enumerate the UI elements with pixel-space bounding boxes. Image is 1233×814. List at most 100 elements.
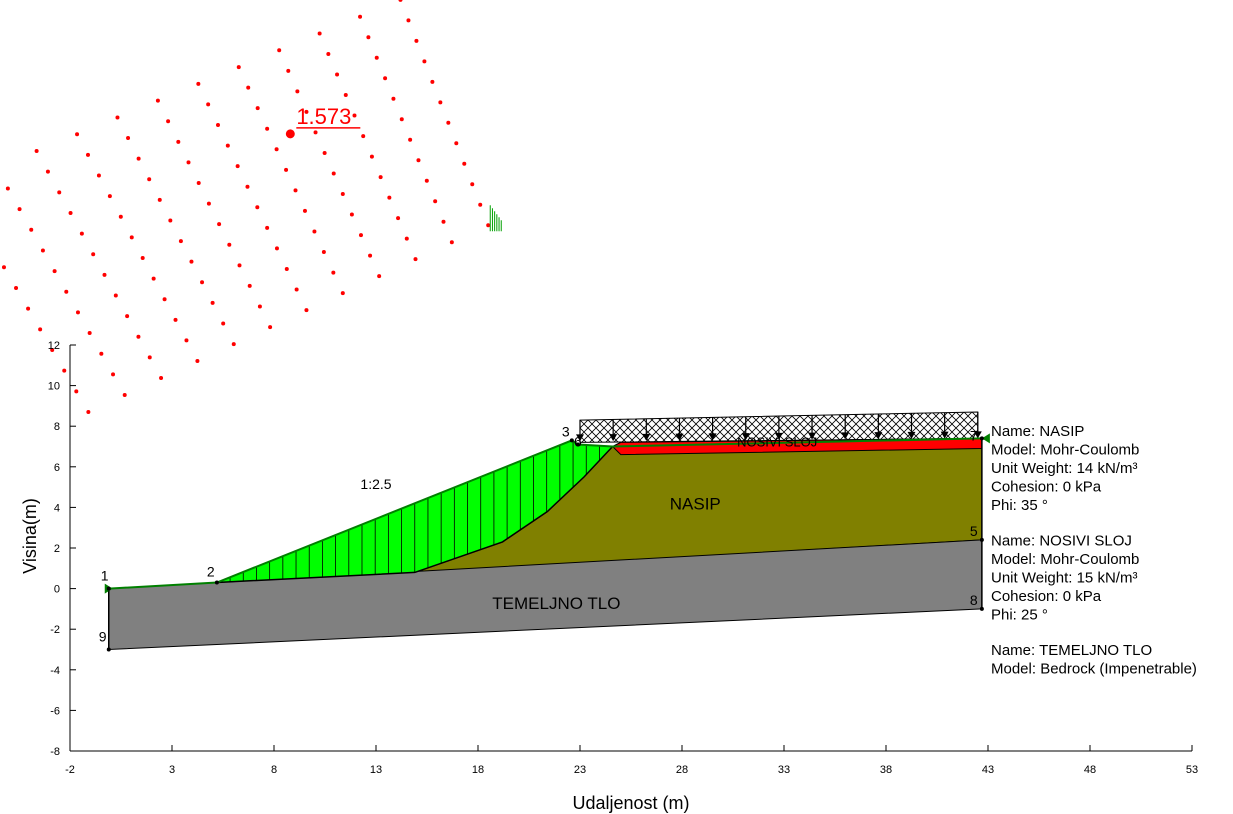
slope-ratio-label: 1:2.5 <box>360 476 391 492</box>
slip-center-grid: 1.573 <box>0 0 501 414</box>
x-tick-label: 8 <box>271 764 277 776</box>
x-tick-label: 43 <box>982 764 994 776</box>
grid-point <box>119 215 123 219</box>
y-tick-label: 6 <box>54 462 60 474</box>
grid-point <box>200 280 204 284</box>
grid-point <box>156 99 160 103</box>
vertex-label-9: 9 <box>99 629 107 645</box>
grid-point <box>314 130 318 134</box>
grid-point <box>237 65 241 69</box>
grid-point <box>114 293 118 297</box>
x-tick-label: 13 <box>370 764 382 776</box>
grid-point <box>414 257 418 261</box>
x-tick-label: -2 <box>65 764 75 776</box>
grid-point <box>136 335 140 339</box>
grid-point <box>341 192 345 196</box>
grid-point <box>29 228 33 232</box>
grid-point <box>332 171 336 175</box>
grid-point <box>405 237 409 241</box>
grid-point <box>166 119 170 123</box>
grid-point <box>478 203 482 207</box>
grid-point <box>433 199 437 203</box>
grid-point <box>430 80 434 84</box>
grid-point <box>176 140 180 144</box>
grid-point <box>159 376 163 380</box>
grid-point <box>294 188 298 192</box>
y-tick-label: 8 <box>54 421 60 433</box>
grid-point <box>184 338 188 342</box>
vertex-point <box>980 607 984 611</box>
grid-point <box>80 232 84 236</box>
x-tick-label: 48 <box>1084 764 1096 776</box>
grid-point <box>148 355 152 359</box>
grid-point <box>416 158 420 162</box>
grid-point <box>366 35 370 39</box>
grid-point <box>442 220 446 224</box>
x-tick-label: 3 <box>169 764 175 776</box>
grid-point <box>368 254 372 258</box>
grid-point <box>57 190 61 194</box>
grid-point <box>400 117 404 121</box>
vertex-label-8: 8 <box>970 592 978 608</box>
grid-point <box>383 76 387 80</box>
grid-point <box>470 182 474 186</box>
grid-point <box>341 291 345 295</box>
grid-point <box>125 314 129 318</box>
grid-point <box>248 284 252 288</box>
grid-point <box>304 308 308 312</box>
grid-point <box>123 393 127 397</box>
grid-point <box>379 175 383 179</box>
x-tick-label: 23 <box>574 764 586 776</box>
y-tick-label: 10 <box>48 381 60 393</box>
x-tick-label: 53 <box>1186 764 1198 776</box>
grid-point <box>14 286 18 290</box>
region-label-nasip: NASIP <box>670 494 721 513</box>
grid-point <box>152 277 156 281</box>
grid-point <box>359 233 363 237</box>
grid-point <box>275 246 279 250</box>
grid-point <box>75 132 79 136</box>
grid-point <box>312 229 316 233</box>
grid-point <box>197 181 201 185</box>
grid-point <box>227 243 231 247</box>
grid-point <box>102 273 106 277</box>
material-property-line: Phi: 35 ° <box>991 497 1048 514</box>
grid-point <box>217 222 221 226</box>
material-property-line: Unit Weight: 15 kN/m³ <box>991 570 1137 587</box>
grid-point <box>232 342 236 346</box>
grid-point <box>323 151 327 155</box>
grid-point <box>268 325 272 329</box>
grid-point <box>414 39 418 43</box>
grid-point <box>295 89 299 93</box>
vertex-point <box>980 538 984 542</box>
grid-point <box>53 269 57 273</box>
material-property-line: Model: Mohr-Coulomb <box>991 551 1139 568</box>
grid-point <box>69 211 73 215</box>
x-tick-label: 33 <box>778 764 790 776</box>
grid-point <box>206 102 210 106</box>
grid-point <box>387 196 391 200</box>
y-tick-label: -8 <box>50 746 60 758</box>
grid-point <box>207 202 211 206</box>
grid-point <box>126 136 130 140</box>
grid-point <box>326 52 330 56</box>
vertex-point <box>107 587 111 591</box>
y-tick-label: 4 <box>54 502 60 514</box>
grid-point <box>130 235 134 239</box>
material-property-line: Model: Mohr-Coulomb <box>991 442 1139 459</box>
grid-point <box>377 274 381 278</box>
grid-point <box>158 198 162 202</box>
vertex-point <box>215 581 219 585</box>
grid-point <box>318 31 322 35</box>
grid-point <box>265 127 269 131</box>
material-property-line: Phi: 25 ° <box>991 607 1048 624</box>
grid-point <box>86 153 90 157</box>
material-property-line: Name: TEMELJNO TLO <box>991 642 1152 659</box>
vertex-label-1: 1 <box>101 568 109 584</box>
y-axis-label: Visina(m) <box>20 498 40 574</box>
grid-point <box>88 331 92 335</box>
vertex-point <box>107 648 111 652</box>
vertex-label-7: 7 <box>970 427 978 443</box>
grid-point <box>438 100 442 104</box>
